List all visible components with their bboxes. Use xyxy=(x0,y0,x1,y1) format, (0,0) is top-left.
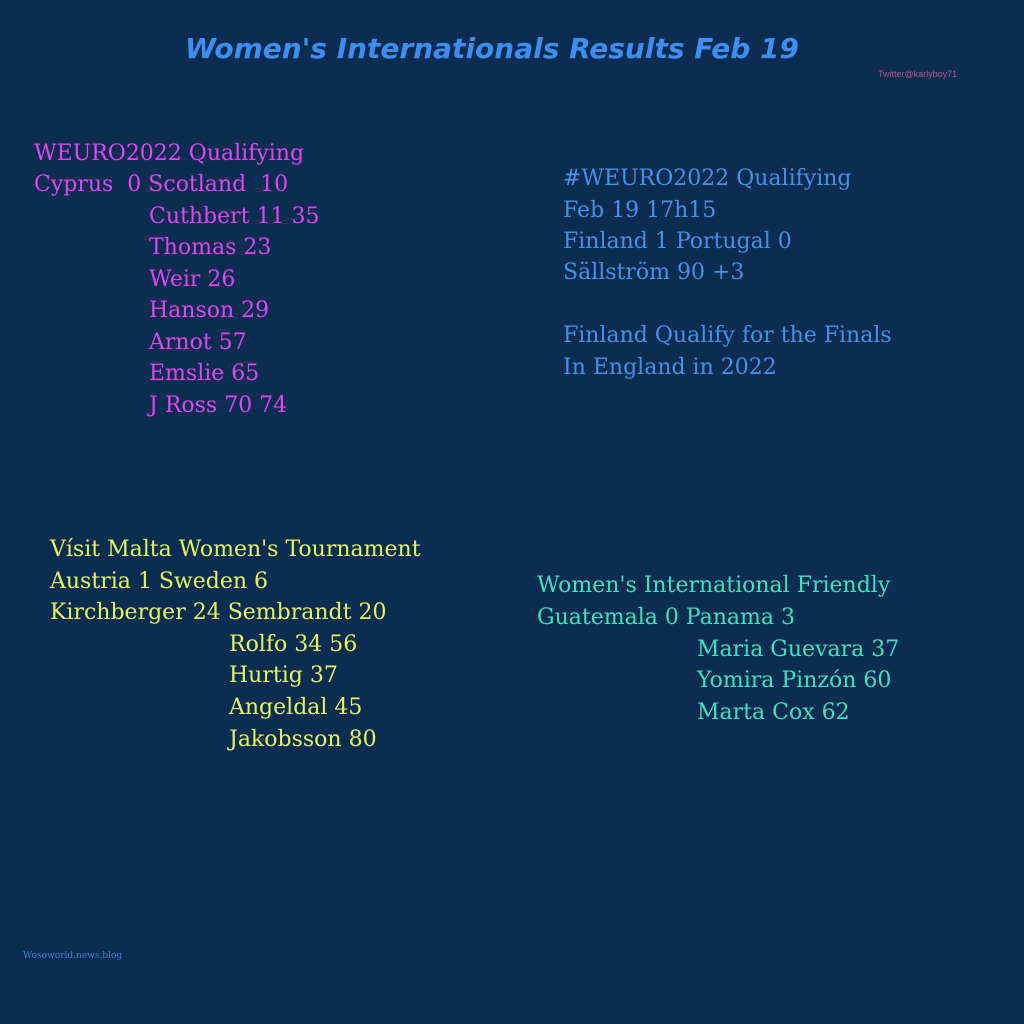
scorer: Sällström 90 +3 xyxy=(563,260,745,285)
scorer: Weir 26 xyxy=(149,267,236,292)
note: In England in 2022 xyxy=(563,355,777,380)
scorer: Hurtig 37 xyxy=(229,663,338,688)
competition-label: Women's International Friendly xyxy=(537,573,891,598)
competition-label: Vísit Malta Women's Tournament xyxy=(50,537,421,562)
scorer: Rolfo 34 56 xyxy=(229,632,358,657)
score-line: Finland 1 Portugal 0 xyxy=(563,229,792,254)
scorer: J Ross 70 74 xyxy=(149,393,288,418)
scorer: Jakobsson 80 xyxy=(229,727,377,752)
scorer: Marta Cox 62 xyxy=(697,700,850,725)
score-line: Cyprus 0 Scotland 10 xyxy=(34,172,289,197)
page-title: Women's Internationals Results Feb 19 xyxy=(185,32,799,65)
competition-label: #WEURO2022 Qualifying xyxy=(563,166,852,191)
match-time: Feb 19 17h15 xyxy=(563,198,717,223)
competition-label: WEURO2022 Qualifying xyxy=(34,141,305,166)
scorer-line: Kirchberger 24 Sembrandt 20 xyxy=(50,600,387,625)
scorer: Thomas 23 xyxy=(149,235,272,260)
score-line: Austria 1 Sweden 6 xyxy=(50,569,269,594)
scorer: Angeldal 45 xyxy=(229,695,363,720)
scorer: Cuthbert 11 35 xyxy=(149,204,320,229)
footer-site: Wosoworld.news.blog xyxy=(23,951,123,961)
scorer: Maria Guevara 37 xyxy=(697,637,900,662)
note: Finland Qualify for the Finals xyxy=(563,323,892,348)
scorer: Yomira Pinzón 60 xyxy=(697,668,892,693)
scorer: Arnot 57 xyxy=(149,330,247,355)
scorer: Emslie 65 xyxy=(149,361,260,386)
score-line: Guatemala 0 Panama 3 xyxy=(537,605,796,630)
scorer: Hanson 29 xyxy=(149,298,270,323)
twitter-handle: Twitter@karlyboy71 xyxy=(878,69,958,79)
